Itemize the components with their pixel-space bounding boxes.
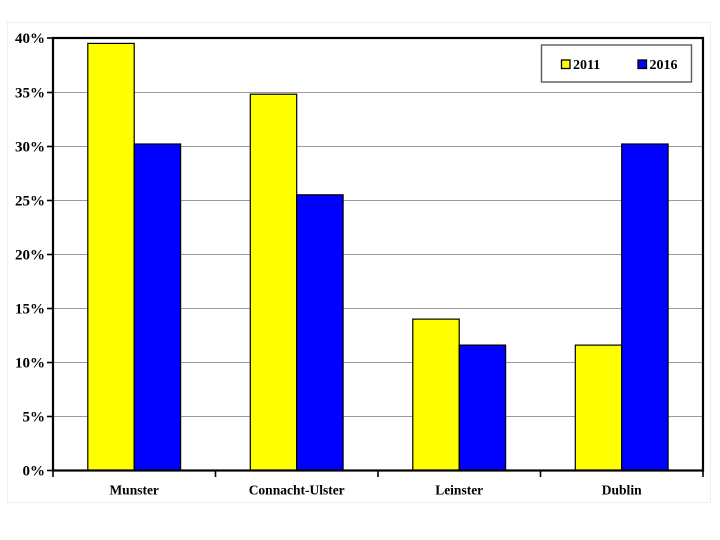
svg-text:10%: 10% xyxy=(15,356,45,372)
svg-text:20%: 20% xyxy=(15,248,45,264)
svg-text:5%: 5% xyxy=(23,410,46,426)
svg-text:25%: 25% xyxy=(15,194,45,210)
svg-text:Dublin: Dublin xyxy=(602,483,642,498)
svg-text:0%: 0% xyxy=(23,464,46,480)
svg-text:Connacht-Ulster: Connacht-Ulster xyxy=(249,483,345,498)
svg-text:Munster: Munster xyxy=(109,483,159,498)
svg-text:40%: 40% xyxy=(15,31,45,47)
svg-text:2016: 2016 xyxy=(650,58,678,73)
svg-text:2011: 2011 xyxy=(573,58,600,73)
svg-text:30%: 30% xyxy=(15,140,45,156)
svg-text:35%: 35% xyxy=(15,86,45,102)
svg-text:15%: 15% xyxy=(15,302,45,318)
svg-text:Leinster: Leinster xyxy=(435,483,483,498)
